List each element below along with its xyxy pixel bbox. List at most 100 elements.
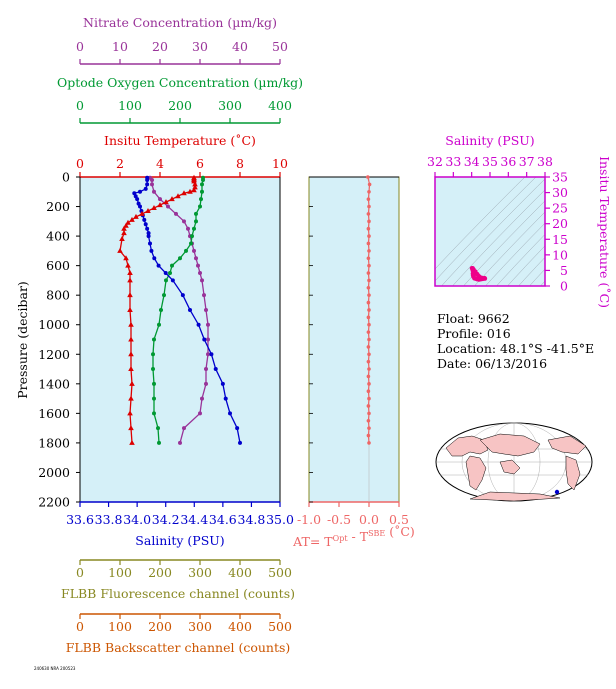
salinity-point-29	[220, 381, 225, 386]
nitrate-point-5	[166, 204, 170, 209]
nitrate-tick-label-1: 10	[112, 39, 128, 54]
nitrate-point-7	[182, 219, 186, 224]
delta-t-label-text: (˚C)	[385, 524, 415, 539]
salinity-point-16	[146, 234, 151, 239]
delta-t-point-1	[367, 182, 372, 187]
delta-t-point-25	[366, 359, 371, 364]
footer-code: 240630 NRA 200523	[34, 666, 76, 671]
ts-density-contour-10	[529, 268, 545, 286]
delta-t-plot-background	[308, 176, 400, 503]
salinity-point-6	[133, 194, 138, 199]
temperature-point-4	[192, 181, 198, 187]
nitrate-point-14	[198, 271, 202, 276]
delta-t-point-24	[367, 352, 371, 357]
salinity-tick-label-6: 34.8	[238, 512, 266, 527]
salinity-tick-label-0: 33.6	[66, 512, 94, 527]
ts-x-tick-label-0: 32	[427, 154, 443, 169]
temperature-point-14	[145, 207, 151, 213]
ts-y-tick-label-7: 35	[552, 170, 568, 185]
backscatter-tick-label-0: 0	[76, 619, 84, 634]
delta-t-point-10	[367, 249, 371, 253]
fluorescence-axis-ticks: 0 100 200 300 400 500	[76, 560, 292, 580]
ts-point-19	[470, 268, 476, 273]
nitrate-point-8	[186, 226, 190, 231]
salinity-point-18	[149, 248, 154, 253]
ts-salinity-ticks: 32 33 34 35 36 37 38	[427, 154, 553, 177]
delta-t-point-8	[367, 234, 371, 238]
temperature-point-32	[128, 351, 134, 357]
ts-y-tick-label-1: 5	[560, 263, 568, 278]
nitrate-point-16	[202, 293, 206, 298]
ts-density-contour-1	[435, 177, 537, 282]
oxygen-point-23	[152, 396, 156, 401]
backscatter-tick-label-3: 300	[188, 619, 212, 634]
nitrate-point-13	[196, 263, 200, 268]
fluorescence-tick-label-2: 200	[148, 565, 172, 580]
oxygen-point-22	[152, 381, 156, 386]
ts-x-tick-label-3: 35	[482, 154, 498, 169]
delta-t-label-superscript: SBE	[368, 529, 385, 538]
salinity-point-28	[213, 367, 218, 372]
ts-salinity-label: Salinity (PSU)	[445, 133, 534, 148]
oxygen-point-9	[190, 234, 194, 239]
delta-t-point-18	[367, 308, 371, 312]
nitrate-point-3	[152, 189, 156, 194]
oxygen-point-11	[184, 248, 188, 253]
ts-density-contour-2	[441, 178, 545, 286]
world-map-icon	[435, 422, 593, 502]
salinity-axis: 33.6 33.8 34.0 34.2 34.4 34.6 34.8 35.0 Salinit…	[66, 502, 294, 548]
delta-t-point-19	[366, 315, 371, 320]
delta-t-point-22	[367, 337, 371, 342]
oxygen-point-8	[192, 226, 196, 231]
nitrate-point-17	[204, 307, 208, 312]
oxygen-point-26	[157, 440, 161, 445]
pressure-tick-label-6: 1200	[38, 347, 70, 362]
ts-plot-border	[434, 176, 546, 287]
salinity-point-9	[138, 204, 142, 209]
delta-t-label-text: - T	[348, 529, 369, 544]
temperature-tick-label-4: 8	[236, 156, 244, 171]
oxygen-point-4	[199, 197, 203, 202]
nitrate-point-4	[158, 197, 162, 202]
delta-t-point-33	[366, 418, 371, 423]
oxygen-point-25	[156, 426, 160, 431]
salinity-axis-ticks: 33.6 33.8 34.0 34.2 34.4 34.6 34.8 35.0	[66, 502, 294, 527]
fluorescence-tick-label-4: 400	[228, 565, 252, 580]
pressure-tick-label-7: 1400	[38, 376, 70, 391]
oxygen-axis: Optode Oxygen Concentration (µm/kg) 0 100…	[57, 75, 303, 124]
backscatter-axis: 0 100 200 300 400 500 FLBB Backscatter channe…	[66, 613, 292, 655]
delta-t-point-15	[366, 285, 371, 290]
oxygen-point-12	[178, 256, 182, 261]
ts-density-contour-8	[507, 245, 545, 286]
profile-date: Date: 06/13/2016	[437, 356, 548, 371]
salinity-point-26	[202, 337, 207, 342]
oxygen-point-24	[152, 411, 156, 416]
nitrate-point-19	[206, 337, 210, 342]
delta-t-point-28	[367, 382, 371, 386]
ts-x-tick-label-2: 34	[464, 154, 480, 169]
nitrate-axis-label: Nitrate Concentration (µm/kg)	[83, 15, 277, 30]
pressure-tick-label-0: 0	[62, 170, 70, 185]
temperature-point-9	[175, 193, 181, 199]
ts-density-contour-9	[518, 256, 545, 286]
nitrate-point-21	[204, 367, 208, 372]
backscatter-axis-label: FLBB Backscatter channel (counts)	[66, 640, 291, 655]
salinity-point-4	[138, 189, 142, 194]
temperature-axis: Insitu Temperature (˚C) 0 2 4 6 8 10	[76, 133, 288, 177]
delta-t-point-16	[367, 293, 371, 297]
oxygen-point-6	[194, 211, 198, 216]
delta-t-axis-label: AT= TOpt - TSBE (˚C)	[292, 524, 415, 549]
ts-y-tick-label-3: 15	[552, 232, 568, 247]
nitrate-axis-ticks: 0 10 20 30 40 50	[76, 39, 288, 64]
nitrate-point-15	[200, 278, 204, 283]
nitrate-tick-label-0: 0	[76, 39, 84, 54]
salinity-point-22	[170, 278, 175, 283]
delta-t-point-26	[367, 367, 371, 371]
salinity-point-1	[145, 177, 150, 182]
oxygen-point-2	[200, 182, 204, 187]
temperature-point-33	[128, 366, 134, 372]
temperature-point-17	[129, 216, 135, 222]
nitrate-point-1	[150, 177, 154, 182]
temperature-point-37	[128, 425, 134, 431]
salinity-tick-label-3: 34.2	[152, 512, 180, 527]
